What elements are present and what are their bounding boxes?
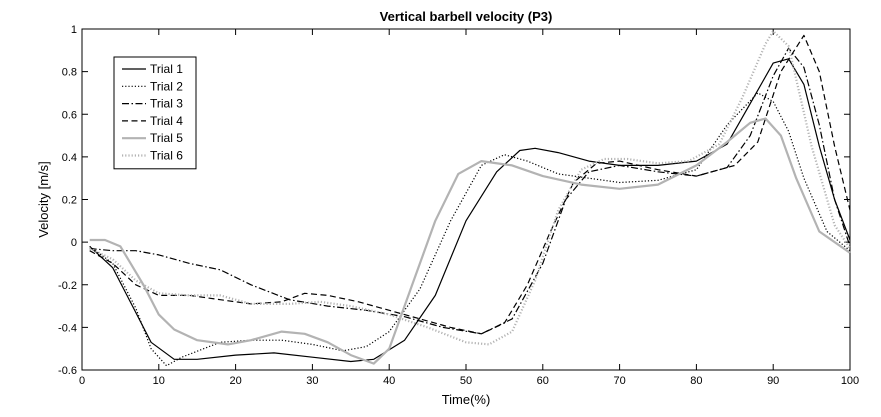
y-tick-label: 0.6 [62,109,77,121]
y-tick-label: -0.6 [58,365,77,377]
axis-ticks: 0 10 20 30 40 50 60 70 80 90 100 -0.6 -0.4 -0.2 0 0.2 0.… [58,24,859,387]
series-lines [89,30,851,367]
x-tick-label: 40 [383,375,395,387]
x-tick-label: 60 [537,375,549,387]
x-tick-label: 100 [841,375,859,387]
y-tick-label: 0 [71,237,77,249]
y-tick-label: 1 [71,24,77,36]
legend-box [113,56,197,170]
y-tick-label: -0.4 [58,322,77,334]
legend-label: Trial 2 [150,79,183,93]
x-tick-label: 20 [229,375,241,387]
series-line-trial-3 [89,47,851,335]
legend-label: Trial 4 [150,114,183,128]
series-line-trial-2 [89,92,851,367]
chart-title: Vertical barbell velocity (P3) [380,9,553,24]
y-tick-label: 0.2 [62,195,77,207]
x-tick-label: 0 [79,375,85,387]
legend: Trial 1 Trial 2 Trial 3 Trial 4 Trial 5 Trial… [113,56,197,170]
y-tick-label: 0.8 [62,67,77,79]
x-tick-label: 90 [767,375,779,387]
x-tick-label: 10 [153,375,165,387]
x-axis-label: Time(%) [442,392,491,407]
x-tick-label: 80 [690,375,702,387]
legend-label: Trial 3 [150,97,183,111]
series-line-trial-4 [89,34,851,335]
y-axis-label: Velocity [m/s] [36,161,51,238]
y-tick-label: -0.2 [58,280,77,292]
legend-label: Trial 1 [150,62,183,76]
x-tick-label: 50 [460,375,472,387]
plot-frame [81,28,851,371]
series-line-trial-1 [89,58,851,363]
legend-label: Trial 6 [150,149,183,163]
x-tick-label: 70 [613,375,625,387]
legend-label: Trial 5 [150,131,183,145]
series-line-trial-5 [89,117,851,365]
x-tick-label: 30 [306,375,318,387]
y-tick-label: 0.4 [62,152,77,164]
